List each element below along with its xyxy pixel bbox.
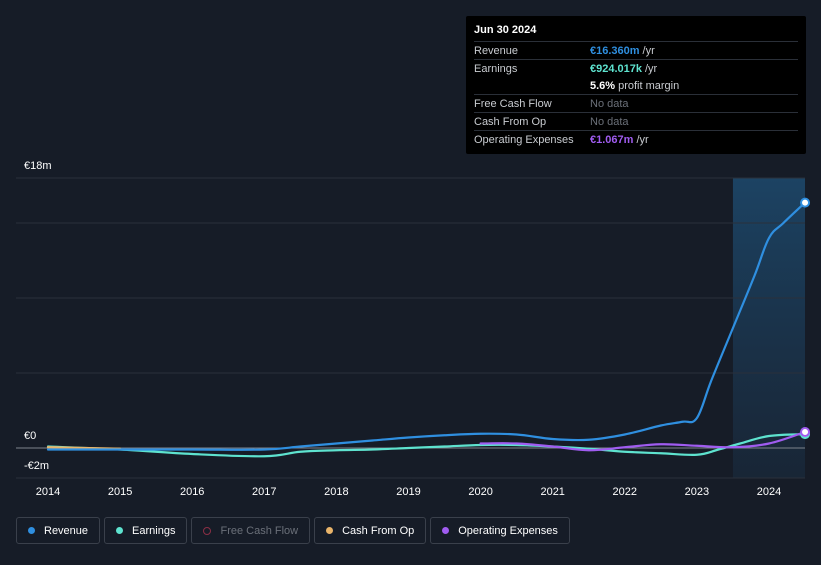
- series-line-earnings: [46, 433, 807, 458]
- earnings-dot-icon: [116, 527, 124, 534]
- cash-from-op-dot-icon: [326, 527, 334, 534]
- series-lines: [46, 201, 807, 458]
- tooltip-value-revenue: €16.360m: [590, 45, 640, 57]
- x-tick-2017: 2017: [252, 486, 276, 498]
- legend-label-revenue: Revenue: [44, 524, 89, 537]
- x-axis-ticks: 2014 2015 2016 2017 2018 2019 2020 2021 2022 2023…: [36, 486, 781, 498]
- legend-item-earnings[interactable]: Earnings: [104, 517, 188, 544]
- free-cash-flow-hollow-dot-icon: [203, 526, 212, 535]
- legend-item-revenue[interactable]: Revenue: [16, 517, 101, 544]
- x-tick-2014: 2014: [36, 486, 60, 498]
- legend-item-operating-expenses[interactable]: Operating Expenses: [430, 517, 570, 544]
- tooltip-suffix-revenue: /yr: [642, 44, 655, 57]
- tooltip-value-cash-from-op: No data: [590, 115, 629, 128]
- legend-label-cash-from-op: Cash From Op: [342, 524, 415, 537]
- tooltip-value-profit-margin: 5.6%: [590, 80, 615, 92]
- tooltip-row-earnings: Earnings €924.017k /yr: [474, 59, 798, 77]
- tooltip-value-operating-expenses-amount: €1.067m: [590, 133, 634, 146]
- tooltip-row-free-cash-flow: Free Cash Flow No data: [474, 94, 798, 112]
- end-markers: [800, 197, 811, 440]
- legend-label-earnings: Earnings: [132, 524, 176, 537]
- tooltip-value-operating-expenses: €1.067m: [590, 134, 633, 146]
- x-tick-2015: 2015: [108, 486, 132, 498]
- tooltip-value-profit-margin-amount: 5.6%: [590, 79, 616, 92]
- tooltip-suffix-operating-expenses: /yr: [636, 133, 649, 146]
- tooltip-value-earnings-amount: €924.017k: [590, 62, 642, 75]
- series-line-revenue: [46, 201, 807, 451]
- x-tick-2020: 2020: [468, 486, 492, 498]
- forecast-highlight-band: [732, 178, 805, 478]
- x-tick-2018: 2018: [324, 486, 348, 498]
- x-tick-2021: 2021: [540, 486, 564, 498]
- x-tick-2022: 2022: [613, 486, 637, 498]
- end-marker-operating-expenses: [800, 426, 811, 437]
- x-tick-2023: 2023: [685, 486, 709, 498]
- tooltip-key-operating-expenses: Operating Expenses: [474, 133, 574, 146]
- end-marker-revenue: [800, 197, 811, 208]
- y-axis-label-bottom: -€2m: [24, 460, 50, 472]
- legend-label-operating-expenses: Operating Expenses: [458, 524, 558, 537]
- legend-item-free-cash-flow[interactable]: Free Cash Flow: [191, 517, 311, 544]
- tooltip-date: Jun 30 2024: [474, 24, 537, 36]
- tooltip-key-free-cash-flow: Free Cash Flow: [474, 97, 552, 110]
- y-axis-label-top: €18m: [24, 160, 52, 172]
- tooltip-row-operating-expenses: Operating Expenses €1.067m /yr: [474, 130, 798, 148]
- tooltip-suffix-earnings: /yr: [645, 62, 658, 75]
- tooltip-row-profit-margin: 5.6% profit margin: [474, 77, 798, 94]
- gridlines: [16, 177, 805, 479]
- tooltip-key-earnings: Earnings: [474, 62, 518, 75]
- tooltip-key-revenue: Revenue: [474, 44, 519, 57]
- tooltip-row-revenue: Revenue €16.360m /yr: [474, 41, 798, 59]
- y-axis-label-zero: €0: [24, 430, 37, 442]
- tooltip-value-earnings: €924.017k: [590, 63, 642, 75]
- legend-label-free-cash-flow: Free Cash Flow: [220, 524, 299, 537]
- data-tooltip: Jun 30 2024 Revenue €16.360m /yr Earning…: [466, 16, 806, 154]
- x-tick-2019: 2019: [396, 486, 420, 498]
- x-tick-2024: 2024: [757, 486, 781, 498]
- tooltip-value-revenue-amount: €16.360m: [590, 44, 640, 57]
- highlight-band-group: [732, 178, 805, 478]
- chart-legend: Revenue Earnings Free Cash Flow Cash Fro…: [16, 517, 570, 544]
- tooltip-key-cash-from-op: Cash From Op: [474, 115, 547, 128]
- tooltip-suffix-profit-margin: profit margin: [618, 79, 680, 92]
- legend-item-cash-from-op[interactable]: Cash From Op: [314, 517, 427, 544]
- revenue-dot-icon: [28, 527, 35, 534]
- series-line-operating-expenses: [479, 430, 807, 452]
- tooltip-row-cash-from-op: Cash From Op No data: [474, 112, 798, 130]
- operating-expenses-dot-icon: [442, 527, 450, 534]
- x-tick-2016: 2016: [180, 486, 204, 498]
- tooltip-value-free-cash-flow: No data: [590, 97, 629, 110]
